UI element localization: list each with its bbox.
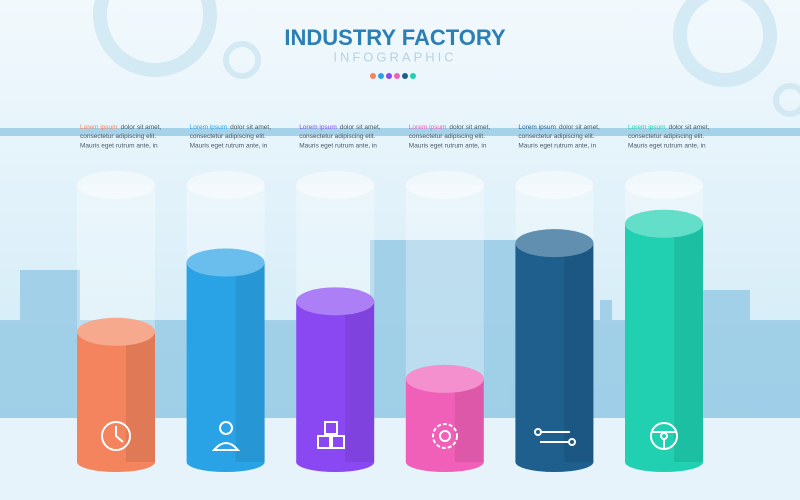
- bar: [77, 331, 155, 462]
- bar-shade: [674, 223, 703, 462]
- annotation-line: Mauris eget rutrum ante, in: [80, 143, 158, 150]
- annotation-lead: Lorem ipsum: [299, 124, 337, 131]
- subtitle: INFOGRAPHIC: [333, 49, 456, 64]
- bar-shade: [564, 243, 594, 462]
- annotation-lead: Lorem ipsum: [518, 124, 556, 131]
- bar-top-highlight: [77, 317, 155, 346]
- annotation-line: Mauris eget rutrum ante, in: [628, 143, 706, 150]
- bar: [186, 262, 265, 462]
- annotation-line: consectetur adipiscing elit.: [518, 133, 594, 140]
- ghost-top: [625, 171, 703, 199]
- ghost-top: [77, 171, 155, 199]
- annotation-line: consectetur adipiscing elit.: [80, 133, 156, 140]
- annotation-lead: Lorem ipsum: [190, 124, 228, 131]
- annotation: Lorem ipsum dolor sit amet,: [80, 124, 162, 131]
- annotation-text: dolor sit amet,: [121, 124, 162, 131]
- annotation-line: consectetur adipiscing elit.: [190, 133, 266, 140]
- gears: [93, 0, 800, 117]
- icons: [101, 421, 678, 451]
- bar-top: [515, 229, 594, 258]
- annotation-line: Mauris eget rutrum ante, in: [409, 143, 487, 150]
- bar-top-highlight: [515, 229, 594, 258]
- annotation-lead: Lorem ipsum: [80, 124, 118, 131]
- bar-shade: [345, 301, 375, 462]
- bar-top-highlight: [186, 248, 265, 277]
- annotation: Lorem ipsum dolor sit amet,: [409, 124, 491, 131]
- annotation-line: consectetur adipiscing elit.: [409, 133, 485, 140]
- ghost-top: [405, 171, 484, 199]
- bar-top: [186, 248, 265, 277]
- bar-top-highlight: [296, 287, 375, 316]
- bar-shade: [126, 331, 155, 462]
- annotation-text: dolor sit amet,: [449, 124, 490, 131]
- bar-shade: [235, 262, 265, 462]
- ghost-top: [515, 171, 594, 199]
- annotation-line: Mauris eget rutrum ante, in: [190, 143, 268, 150]
- annotation-text: dolor sit amet,: [340, 124, 381, 131]
- annotation: Lorem ipsum dolor sit amet,: [518, 124, 600, 131]
- bar-top: [405, 364, 484, 393]
- annotation-text: dolor sit amet,: [669, 124, 710, 131]
- annotation-text: dolor sit amet,: [230, 124, 271, 131]
- bar-top: [77, 317, 155, 346]
- bar-shade: [454, 378, 484, 462]
- bar: [515, 243, 594, 462]
- dots: [370, 73, 416, 79]
- title: INDUSTRY FACTORY: [284, 25, 506, 50]
- annotation: Lorem ipsum dolor sit amet,: [628, 124, 710, 131]
- annotation-lead: Lorem ipsum: [409, 124, 447, 131]
- annotation-line: consectetur adipiscing elit.: [299, 133, 375, 140]
- annotation-text: dolor sit amet,: [559, 124, 600, 131]
- annotation: Lorem ipsum dolor sit amet,: [190, 124, 272, 131]
- annotation-line: Mauris eget rutrum ante, in: [518, 143, 596, 150]
- bar-top: [625, 209, 703, 238]
- ghost-top: [186, 171, 265, 199]
- ghost-top: [296, 171, 375, 199]
- annotation: Lorem ipsum dolor sit amet,: [299, 124, 381, 131]
- bar-top-highlight: [625, 209, 703, 238]
- bar-top-highlight: [405, 364, 484, 393]
- annotation-line: consectetur adipiscing elit.: [628, 133, 704, 140]
- bars: [77, 171, 703, 472]
- bar-top: [296, 287, 375, 316]
- annotation-line: Mauris eget rutrum ante, in: [299, 143, 377, 150]
- annotation-lead: Lorem ipsum: [628, 124, 666, 131]
